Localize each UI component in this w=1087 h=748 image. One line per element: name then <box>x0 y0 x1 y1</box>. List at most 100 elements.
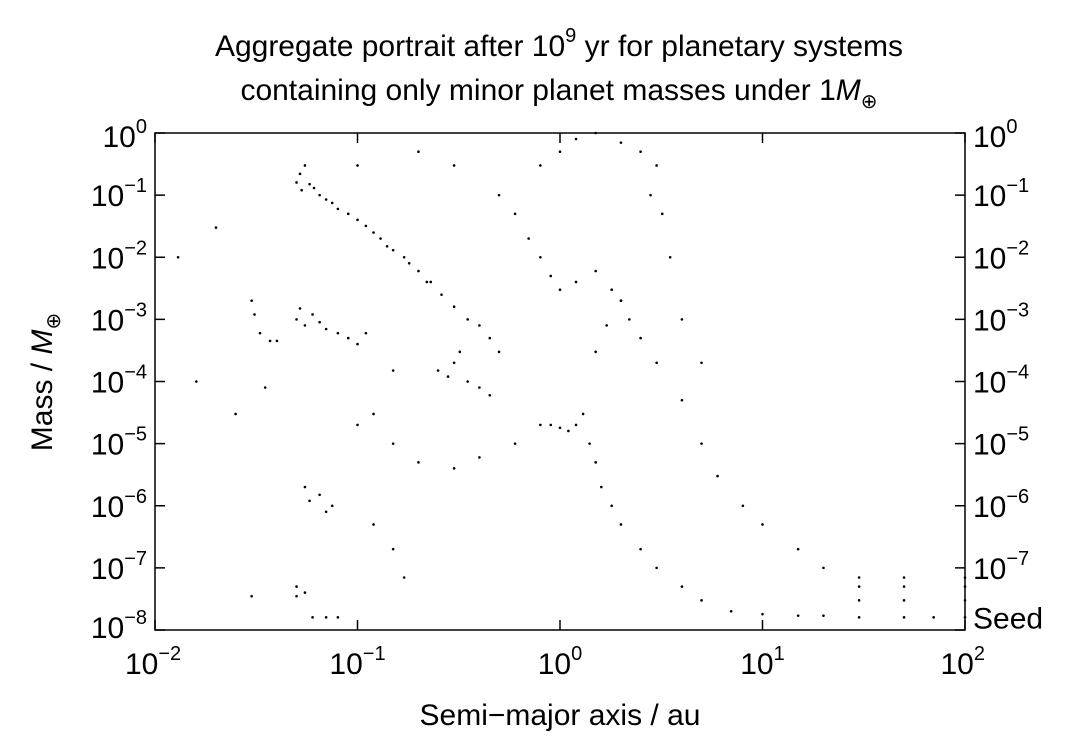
data-point <box>336 616 340 619</box>
data-point <box>391 248 395 252</box>
x-tick-label: 10−1 <box>329 643 385 681</box>
data-point <box>857 585 861 588</box>
y-axis-label: Mass / M⊕ <box>26 313 65 451</box>
data-point <box>466 380 469 383</box>
data-point <box>318 493 321 497</box>
data-point <box>372 523 375 526</box>
data-point <box>857 616 861 619</box>
right-tick-label: 10−4 <box>973 362 1029 400</box>
data-point <box>655 164 658 167</box>
data-point <box>346 336 350 340</box>
data-point <box>729 609 733 613</box>
x-tick-label: 101 <box>740 643 785 681</box>
data-point <box>497 350 501 354</box>
data-point <box>668 255 672 259</box>
data-point <box>716 474 719 478</box>
data-point <box>330 504 334 508</box>
data-point <box>298 307 302 310</box>
data-point <box>346 212 350 216</box>
data-point <box>761 612 764 616</box>
right-tick-label: 10−5 <box>973 424 1029 462</box>
data-point <box>655 566 658 570</box>
data-point <box>660 212 664 216</box>
data-point <box>539 255 542 259</box>
data-point <box>605 324 608 327</box>
data-point <box>425 280 429 284</box>
y-axis-right: 100 10−1 10−2 10−3 10−4 10−5 10−6 10−7 <box>973 116 1029 586</box>
data-point <box>324 198 328 201</box>
data-point <box>324 327 328 331</box>
chart-title-line-1: Aggregate portrait after 109 yr for plan… <box>215 25 903 63</box>
data-point <box>639 547 642 551</box>
data-point <box>429 280 433 284</box>
data-point <box>407 261 411 265</box>
data-point <box>539 164 542 167</box>
data-point <box>458 350 462 354</box>
plot-frame <box>154 132 966 631</box>
data-point <box>574 280 578 284</box>
data-point <box>619 299 623 302</box>
data-point <box>295 585 298 588</box>
data-point <box>356 164 359 167</box>
data-point <box>796 614 800 617</box>
data-point <box>391 547 395 551</box>
right-tick-label: 10−3 <box>973 299 1029 337</box>
data-point <box>513 212 517 216</box>
data-point <box>680 318 684 321</box>
data-point <box>417 269 420 273</box>
y-tick-label: 10−5 <box>91 424 147 462</box>
y-tick-label: 10−2 <box>91 237 147 275</box>
data-point <box>628 318 631 321</box>
data-point <box>452 305 456 308</box>
data-point <box>379 237 382 240</box>
data-point <box>436 369 440 372</box>
data-point <box>932 616 935 619</box>
right-tick-label: 10−6 <box>973 486 1029 524</box>
data-point <box>902 616 906 619</box>
data-point <box>364 224 368 228</box>
data-point <box>417 461 420 464</box>
right-tick-label: 10−1 <box>973 175 1029 213</box>
x-tick-label: 102 <box>941 643 986 681</box>
data-point <box>250 299 253 302</box>
data-point <box>902 585 906 588</box>
y-tick-label: 100 <box>103 116 148 154</box>
data-point <box>402 576 406 579</box>
data-point <box>539 423 542 427</box>
data-point <box>308 499 311 503</box>
data-point <box>619 523 623 526</box>
data-point <box>311 313 314 316</box>
data-point <box>258 331 262 335</box>
right-tick-label: 100 <box>973 116 1018 154</box>
data-point <box>417 150 420 154</box>
data-point <box>700 361 703 365</box>
data-point <box>356 218 359 222</box>
data-point <box>303 164 307 167</box>
data-point <box>250 594 253 598</box>
data-point <box>594 461 597 464</box>
data-point <box>263 386 267 389</box>
data-point <box>364 331 368 335</box>
data-point <box>902 599 906 602</box>
x-tick-label: 100 <box>538 643 583 681</box>
data-point <box>446 375 450 378</box>
y-tick-label: 10−3 <box>91 299 147 337</box>
data-point <box>372 412 375 416</box>
data-point <box>513 442 517 445</box>
data-point <box>610 288 613 292</box>
data-point <box>402 255 406 259</box>
data-point <box>308 182 311 186</box>
data-point <box>558 288 562 292</box>
data-point <box>488 336 492 340</box>
data-point <box>318 193 321 197</box>
data-point <box>478 324 481 327</box>
data-point <box>741 504 745 508</box>
y-tick-label: 10−8 <box>91 607 147 645</box>
data-point <box>234 412 237 416</box>
data-point <box>600 485 603 489</box>
data-point <box>385 245 389 248</box>
x-tick-label: 10−2 <box>125 643 181 681</box>
data-point <box>639 336 642 340</box>
data-point <box>176 255 180 259</box>
